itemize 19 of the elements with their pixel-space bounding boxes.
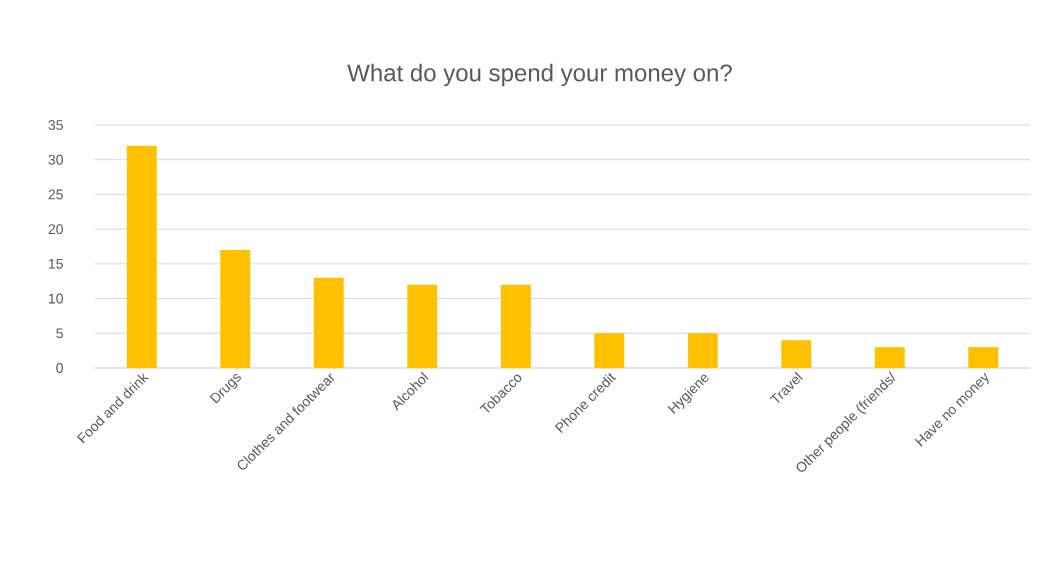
bar bbox=[220, 249, 251, 368]
y-tick-label: 0 bbox=[56, 363, 63, 373]
y-tick-label: 15 bbox=[48, 258, 63, 269]
bar bbox=[874, 347, 905, 368]
bar bbox=[126, 145, 157, 368]
bar bbox=[687, 333, 718, 368]
y-tick-label: 5 bbox=[56, 328, 63, 339]
bar bbox=[407, 284, 438, 368]
bar bbox=[968, 347, 999, 368]
chart-title: What do you spend your money on? bbox=[347, 63, 732, 87]
bar bbox=[594, 333, 625, 368]
y-tick-label: 20 bbox=[48, 224, 63, 235]
bar bbox=[781, 340, 812, 368]
y-tick-label: 10 bbox=[48, 293, 63, 304]
y-tick-label: 35 bbox=[48, 120, 63, 130]
bar bbox=[313, 277, 344, 368]
bar bbox=[500, 284, 531, 368]
y-tick-label: 30 bbox=[48, 154, 63, 165]
y-tick-label: 25 bbox=[48, 189, 63, 200]
